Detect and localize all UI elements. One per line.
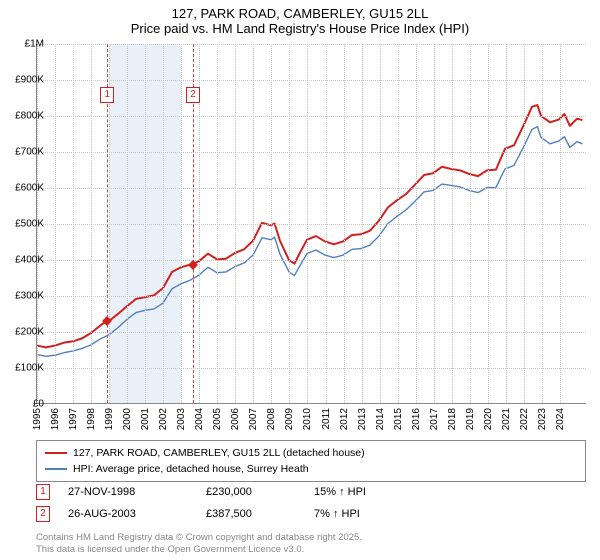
legend-label-hpi: HPI: Average price, detached house, Surr… (73, 461, 309, 477)
y-axis-label: £1M (25, 39, 44, 50)
x-axis-label: 1999 (104, 408, 115, 430)
x-axis-label: 2024 (555, 408, 566, 430)
footer-line2: This data is licensed under the Open Gov… (36, 544, 362, 556)
sale-price: £387,500 (206, 508, 296, 520)
legend: 127, PARK ROAD, CAMBERLEY, GU15 2LL (det… (36, 440, 586, 482)
x-axis-label: 2023 (537, 408, 548, 430)
x-axis-label: 2010 (302, 408, 313, 430)
x-axis-label: 2013 (357, 408, 368, 430)
x-axis-label: 2016 (411, 408, 422, 430)
x-axis-label: 2021 (501, 408, 512, 430)
x-axis-label: 2017 (429, 408, 440, 430)
x-axis-label: 2018 (447, 408, 458, 430)
legend-row: 127, PARK ROAD, CAMBERLEY, GU15 2LL (det… (45, 445, 577, 461)
x-axis-label: 2019 (465, 408, 476, 430)
title-line2: Price paid vs. HM Land Registry's House … (0, 21, 600, 36)
sale-delta: 15% ↑ HPI (314, 486, 404, 498)
event-marker-icon: 2 (186, 87, 200, 103)
sale-delta: 7% ↑ HPI (314, 508, 404, 520)
x-axis-label: 2001 (140, 408, 151, 430)
event-marker-icon: 1 (100, 87, 114, 103)
price-chart: 12 (36, 44, 586, 404)
chart-title: 127, PARK ROAD, CAMBERLEY, GU15 2LL Pric… (0, 0, 600, 38)
x-axis-label: 1997 (68, 408, 79, 430)
x-axis-label: 2006 (230, 408, 241, 430)
x-axis-label: 2011 (321, 408, 332, 430)
x-axis-label: 2014 (375, 408, 386, 430)
table-row: 2 26-AUG-2003 £387,500 7% ↑ HPI (36, 506, 586, 522)
x-axis-label: 2007 (248, 408, 259, 430)
y-axis-label: £800K (15, 111, 44, 122)
x-axis-label: 1998 (86, 408, 97, 430)
x-axis-label: 2020 (483, 408, 494, 430)
x-axis-label: 1996 (50, 408, 61, 430)
y-axis-label: £900K (15, 75, 44, 86)
legend-row: HPI: Average price, detached house, Surr… (45, 461, 577, 477)
table-row: 1 27-NOV-1998 £230,000 15% ↑ HPI (36, 484, 586, 500)
x-axis-label: 1995 (32, 408, 43, 430)
x-axis-label: 2005 (212, 408, 223, 430)
sale-date: 26-AUG-2003 (68, 508, 188, 520)
y-axis-label: £600K (15, 183, 44, 194)
event-marker-icon: 1 (36, 484, 50, 500)
x-axis-label: 2015 (393, 408, 404, 430)
y-axis-label: £500K (15, 219, 44, 230)
event-marker-icon: 2 (36, 506, 50, 522)
y-axis-label: £400K (15, 255, 44, 266)
sale-date: 27-NOV-1998 (68, 486, 188, 498)
x-axis-label: 2004 (194, 408, 205, 430)
x-axis-label: 2008 (266, 408, 277, 430)
sale-price: £230,000 (206, 486, 296, 498)
attribution-footer: Contains HM Land Registry data © Crown c… (36, 532, 362, 556)
title-line1: 127, PARK ROAD, CAMBERLEY, GU15 2LL (0, 6, 600, 21)
legend-swatch-property (45, 452, 67, 455)
y-axis-label: £300K (15, 291, 44, 302)
legend-label-property: 127, PARK ROAD, CAMBERLEY, GU15 2LL (det… (73, 445, 365, 461)
y-axis-label: £100K (15, 363, 44, 374)
x-axis-label: 2012 (339, 408, 350, 430)
x-axis-label: 2002 (158, 408, 169, 430)
x-axis-label: 2022 (519, 408, 530, 430)
footer-line1: Contains HM Land Registry data © Crown c… (36, 532, 362, 544)
x-axis-label: 2003 (176, 408, 187, 430)
legend-swatch-hpi (45, 468, 67, 470)
x-axis-label: 2000 (122, 408, 133, 430)
y-axis-label: £700K (15, 147, 44, 158)
y-axis-label: £200K (15, 327, 44, 338)
x-axis-label: 2009 (284, 408, 295, 430)
